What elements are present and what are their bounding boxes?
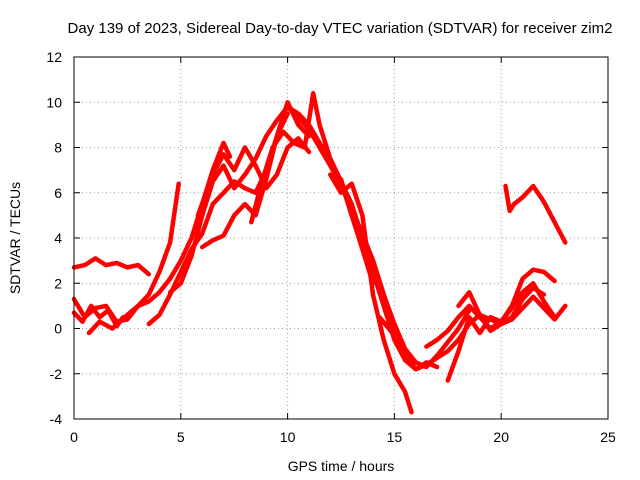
x-tick-label: 10 <box>280 429 296 445</box>
x-axis-label: GPS time / hours <box>288 458 395 474</box>
x-tick-label: 25 <box>600 429 616 445</box>
series-arc-h <box>195 136 312 218</box>
x-tick-label: 20 <box>493 429 509 445</box>
series-arc-b <box>71 181 181 324</box>
y-tick-label: 4 <box>54 230 62 246</box>
series-arc-l <box>328 172 414 415</box>
chart-title: Day 139 of 2023, Sidereal Day-to-day VTE… <box>68 20 613 37</box>
series-arc-q <box>456 290 568 334</box>
y-tick-label: 10 <box>46 94 62 110</box>
data-series-group <box>71 90 568 415</box>
series-arc-m <box>338 176 419 365</box>
x-tick-label: 0 <box>70 429 78 445</box>
y-tick-label: -2 <box>50 366 63 382</box>
y-tick-label: 6 <box>54 185 62 201</box>
y-tick-label: 2 <box>54 275 62 291</box>
x-tick-label: 5 <box>177 429 185 445</box>
series-arc-r <box>503 183 568 245</box>
y-tick-label: 0 <box>54 321 62 337</box>
y-tick-label: -4 <box>50 411 63 427</box>
grid <box>74 57 608 419</box>
y-axis-label: SDTVAR / TECUs <box>7 182 23 294</box>
x-tick-label: 15 <box>387 429 403 445</box>
y-tick-label: 12 <box>46 49 62 65</box>
axis-ticks: 0 5 10 15 20 25 -4 -2 0 2 4 6 8 10 12 <box>46 49 616 445</box>
series-arc-a <box>71 256 152 277</box>
y-tick-label: 8 <box>54 140 62 156</box>
